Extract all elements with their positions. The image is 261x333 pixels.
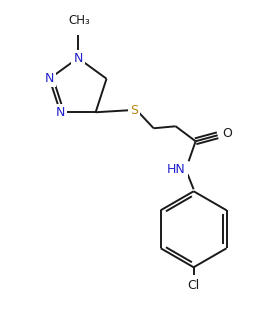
Text: N: N (45, 72, 54, 85)
Text: N: N (73, 52, 83, 65)
Text: Cl: Cl (187, 279, 200, 292)
Text: CH₃: CH₃ (68, 14, 90, 27)
Text: O: O (223, 127, 233, 140)
Text: N: N (56, 106, 65, 119)
Text: HN: HN (167, 163, 186, 176)
Text: S: S (130, 104, 138, 117)
